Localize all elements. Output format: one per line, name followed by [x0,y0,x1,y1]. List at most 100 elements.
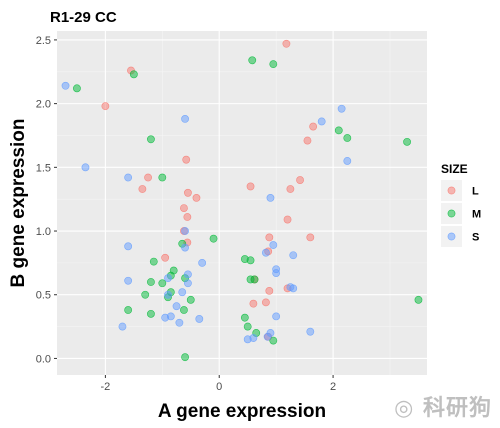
point-L [282,39,291,48]
point-L [303,136,312,145]
point-L [249,299,258,308]
point-M [129,70,138,79]
x-axis-ticks: -2 0 2 [100,375,336,393]
y-tick-label: 1.0 [36,226,51,238]
legend-key-L [447,186,456,195]
point-L [296,176,304,184]
point-S [337,104,346,113]
point-S [181,243,189,252]
point-S [272,312,281,321]
point-M [180,306,188,314]
point-L [101,102,110,111]
point-M [141,290,150,299]
point-M [243,322,252,331]
point-S [195,315,204,323]
point-M [124,306,133,314]
point-S [289,251,298,260]
point-L [265,233,274,242]
point-M [246,256,255,265]
legend-label-M: M [472,209,481,221]
point-S [263,332,272,341]
legend-title: SIZE [441,162,468,176]
point-L [182,155,191,164]
point-S [343,157,352,165]
point-L [183,213,192,221]
point-L [262,298,270,307]
point-L [184,188,192,197]
point-S [124,242,133,251]
y-tick-label: 2.0 [36,99,51,111]
legend-key-M [447,209,456,218]
point-L [138,185,147,193]
legend-label-S: S [472,232,479,244]
y-axis-ticks: 0.0 0.5 1.0 1.5 2.0 2.5 [36,35,57,365]
point-M [250,275,259,284]
point-L [246,182,255,191]
point-L [309,122,318,131]
point-S [272,269,281,277]
point-S [262,248,270,257]
y-tick-label: 2.5 [36,35,51,47]
chart-title: R1-29 CC [50,9,117,26]
point-L [283,215,292,224]
point-S [161,313,170,322]
point-S [317,117,326,126]
point-S [306,327,315,336]
point-M [158,173,167,182]
point-S [181,115,189,123]
point-S [164,274,172,283]
point-M [181,353,189,362]
legend-label-L: L [472,186,479,198]
point-M [147,309,155,318]
point-S [289,284,298,293]
point-L [144,173,152,182]
legend: SIZE LMS [441,162,481,247]
point-S [266,194,275,202]
y-tick-label: 0.5 [36,290,51,302]
point-L [192,194,201,202]
x-tick-label: 0 [216,381,222,393]
point-M [248,56,257,65]
point-M [343,134,352,142]
x-axis-title: A gene expression [158,401,326,422]
point-S [181,227,189,235]
legend-key-S [447,232,456,241]
data-points [61,39,423,362]
point-S [81,163,90,172]
point-M [73,84,81,93]
point-M [240,313,249,322]
point-M [149,257,158,266]
point-L [265,287,274,295]
point-M [209,234,218,243]
point-L [286,185,295,193]
point-S [269,241,278,249]
point-M [403,137,411,146]
point-S [118,322,127,331]
point-S [175,318,184,327]
y-tick-label: 0.0 [36,353,51,365]
x-tick-label: 2 [330,381,336,393]
point-S [172,302,181,311]
point-S [61,81,70,90]
point-S [178,288,187,297]
point-M [414,295,423,304]
watermark-logo: ◎ 科研狗 [394,396,492,421]
plot-panel [57,31,427,375]
point-M [147,278,155,286]
grid-major [57,31,427,375]
point-L [306,233,315,242]
point-L [180,204,188,212]
point-L [161,253,170,262]
point-S [184,279,192,288]
point-S [124,173,133,182]
point-M [158,279,167,288]
point-S [164,290,172,299]
point-S [184,270,192,279]
point-S [124,276,133,285]
y-axis-title: B gene expression [8,119,29,288]
point-S [243,335,252,344]
point-M [186,295,195,304]
point-M [269,336,278,345]
x-tick-label: -2 [100,381,110,393]
